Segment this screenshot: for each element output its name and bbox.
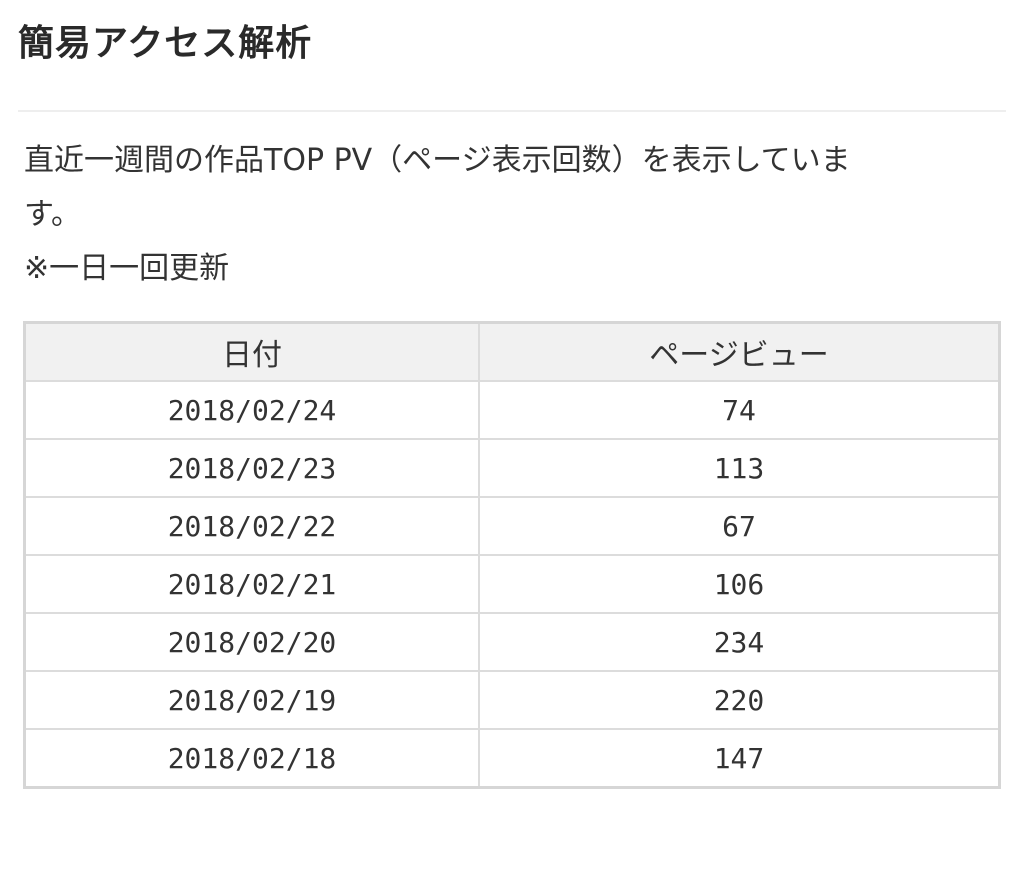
cell-views: 113 <box>478 438 1001 498</box>
pageview-table: 日付 ページビュー 2018/02/24 74 2018/02/23 113 2… <box>23 321 1001 789</box>
cell-date: 2018/02/24 <box>23 380 480 440</box>
cell-date: 2018/02/23 <box>23 438 480 498</box>
description-line-2: す。 <box>24 197 81 232</box>
cell-date: 2018/02/21 <box>23 554 480 614</box>
cell-views: 220 <box>478 670 1001 730</box>
column-header-date: 日付 <box>23 321 480 382</box>
cell-views: 67 <box>478 496 1001 556</box>
description: 直近一週間の作品TOP PV（ページ表示回数）を表示していま す。 ※一日一回更… <box>24 134 974 296</box>
table-row: 2018/02/18 147 <box>23 728 1001 789</box>
table-row: 2018/02/22 67 <box>23 496 1001 556</box>
column-header-views: ページビュー <box>478 321 1001 382</box>
cell-date: 2018/02/20 <box>23 612 480 672</box>
table-row: 2018/02/23 113 <box>23 438 1001 498</box>
description-line-1: 直近一週間の作品TOP PV（ページ表示回数）を表示していま <box>24 143 851 178</box>
cell-date: 2018/02/19 <box>23 670 480 730</box>
cell-views: 234 <box>478 612 1001 672</box>
cell-date: 2018/02/18 <box>23 728 480 789</box>
page-title: 簡易アクセス解析 <box>18 23 313 64</box>
update-note: ※一日一回更新 <box>24 251 230 286</box>
table-row: 2018/02/21 106 <box>23 554 1001 614</box>
cell-views: 147 <box>478 728 1001 789</box>
cell-views: 106 <box>478 554 1001 614</box>
table-row: 2018/02/20 234 <box>23 612 1001 672</box>
table-header-row: 日付 ページビュー <box>23 321 1001 382</box>
table-row: 2018/02/19 220 <box>23 670 1001 730</box>
title-divider <box>18 110 1006 112</box>
description-text: 直近一週間の作品TOP PV（ページ表示回数）を表示していま す。 <box>24 134 974 242</box>
cell-views: 74 <box>478 380 1001 440</box>
table-row: 2018/02/24 74 <box>23 380 1001 440</box>
cell-date: 2018/02/22 <box>23 496 480 556</box>
